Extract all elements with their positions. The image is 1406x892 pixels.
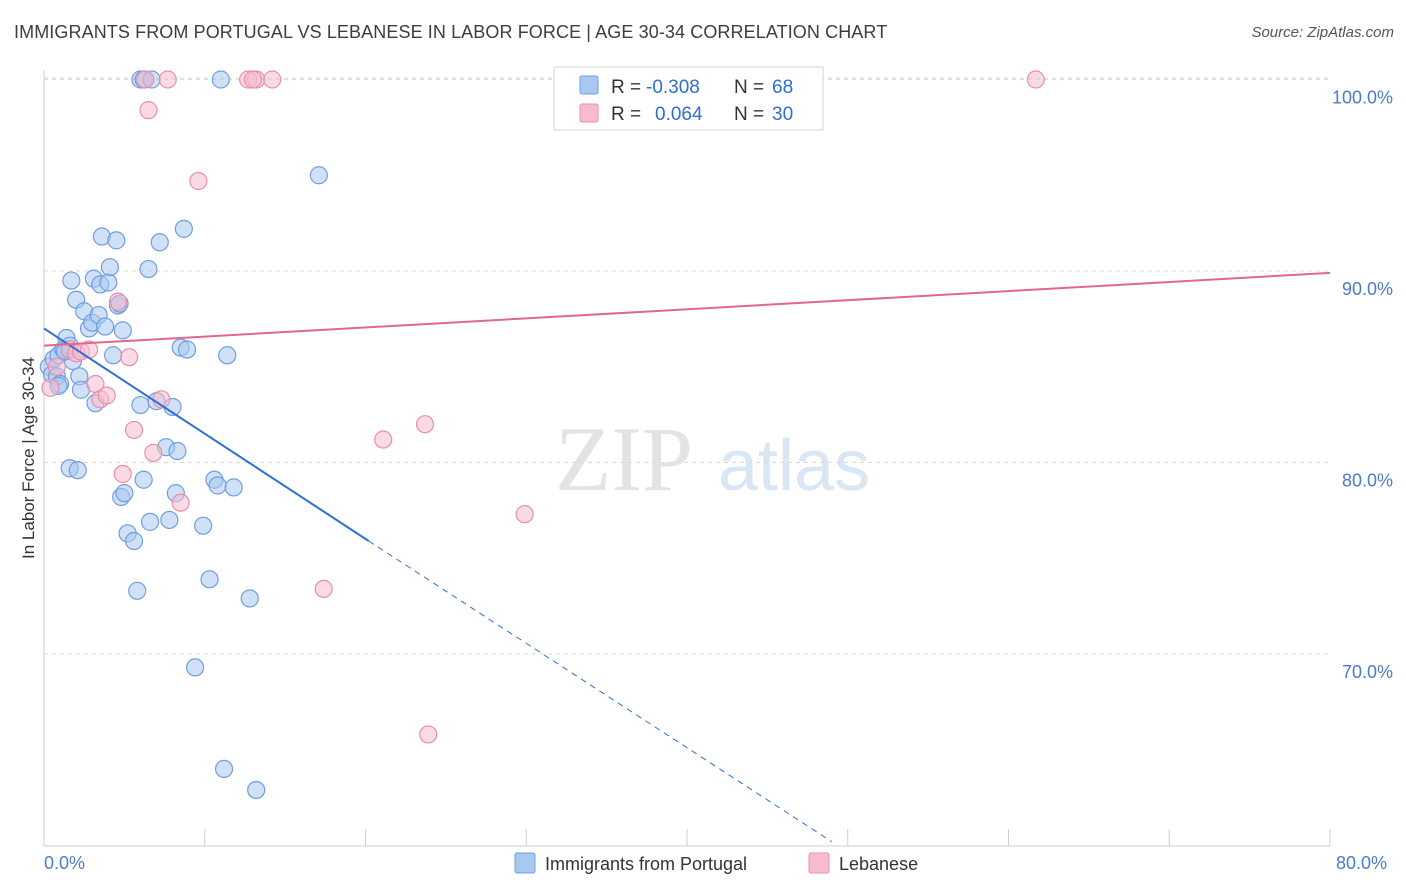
portugal-point-47 [177, 340, 197, 359]
lebanese-point-23 [374, 430, 393, 449]
portugal-point-39 [150, 233, 169, 252]
series-legend: Immigrants from Portugal Lebanese [514, 852, 918, 874]
portugal-point-48 [186, 658, 205, 677]
series-legend-label-portugal: Immigrants from Portugal [545, 854, 747, 874]
x-tick-label-min: 0.0% [44, 853, 85, 873]
stats-legend-n-label-portugal: N = [734, 77, 764, 98]
y-tick-label-80: 80.0% [1342, 471, 1393, 491]
source-credit: Source: ZipAtlas.com [1251, 24, 1394, 41]
portugal-point-55 [224, 478, 243, 497]
lebanese-point-21 [263, 70, 282, 89]
portugal-point-9 [62, 271, 81, 290]
portugal-point-53 [214, 759, 234, 779]
stats-legend-n-label-lebanese: N = [734, 104, 764, 125]
lebanese-point-18 [189, 171, 208, 191]
lebanese-point-11 [120, 348, 139, 367]
portugal-point-41 [160, 510, 179, 530]
portugal-point-50 [200, 570, 219, 589]
portugal-point-52 [208, 476, 227, 495]
portugal-point-60 [68, 461, 87, 480]
portugal-point-35 [134, 470, 153, 489]
y-axis-title: In Labor Force | Age 30-34 [19, 357, 38, 559]
series-legend-swatch-lebanese [808, 852, 830, 874]
watermark-zip: ZIP [555, 408, 693, 510]
portugal-point-25 [104, 346, 123, 365]
lebanese-point-9 [108, 292, 128, 311]
lebanese-point-1 [47, 357, 66, 376]
lebanese-point-12 [124, 420, 144, 440]
lebanese-point-10 [113, 464, 132, 484]
portugal-point-56 [240, 589, 259, 608]
trend-line-lebanese [43, 271, 1331, 347]
portugal-point-29 [113, 321, 132, 340]
lebanese-point-8 [97, 386, 116, 405]
stats-legend-r-label-lebanese: R = [611, 104, 641, 125]
series-legend-label-lebanese: Lebanese [839, 854, 918, 874]
portugal-point-23 [99, 273, 118, 292]
lebanese-point-24 [415, 415, 435, 434]
portugal-point-44 [168, 441, 187, 461]
portugal-point-26 [107, 231, 126, 250]
lebanese-point-16 [158, 70, 177, 89]
stats-legend-swatch-portugal [579, 75, 599, 95]
trend-line-portugal [43, 327, 370, 542]
stats-legend-frame [553, 66, 824, 131]
stats-legend-r-value-portugal: -0.308 [646, 77, 700, 98]
lebanese-point-28 [136, 70, 155, 89]
stats-legend-n-value-portugal: 68 [772, 77, 793, 98]
portugal-point-33 [128, 581, 147, 600]
watermark-atlas: atlas [718, 426, 870, 506]
lebanese-point-26 [515, 505, 534, 524]
lebanese-point-27 [1026, 70, 1045, 89]
portugal-point-32 [124, 531, 144, 551]
portugal-point-66 [211, 70, 230, 89]
y-tick-label-70: 70.0% [1342, 662, 1393, 682]
series-legend-swatch-portugal [514, 852, 536, 874]
gridlines [44, 77, 1330, 655]
lebanese-point-25 [419, 725, 438, 744]
chart-title: IMMIGRANTS FROM PORTUGAL VS LEBANESE IN … [14, 22, 888, 42]
portugal-point-36 [139, 259, 158, 279]
portugal-point-22 [95, 317, 115, 336]
portugal-point-49 [194, 516, 213, 535]
lebanese-point-29 [243, 70, 263, 89]
lebanese-point-14 [144, 443, 163, 463]
x-axis-ticks [204, 829, 1331, 846]
portugal-point-37 [140, 512, 160, 531]
lebanese-point-13 [139, 101, 158, 120]
stats-legend-swatch-lebanese [579, 103, 599, 123]
stats-legend: R = -0.308 N = 68 R = 0.064 N = 30 [553, 66, 824, 131]
stats-legend-r-value-lebanese: 0.064 [655, 104, 703, 125]
x-tick-label-max: 80.0% [1336, 853, 1387, 873]
y-tick-label-100: 100.0% [1332, 88, 1393, 108]
series-portugal-points [39, 70, 328, 800]
portugal-point-58 [309, 166, 328, 185]
trend-lines [43, 271, 1331, 843]
portugal-point-54 [218, 346, 237, 365]
y-axis-tick-labels: 70.0% 80.0% 90.0% 100.0% [1332, 88, 1393, 683]
stats-legend-n-value-lebanese: 30 [772, 104, 793, 125]
trend-line-portugal-extrapolated [368, 540, 832, 843]
portugal-point-34 [131, 395, 150, 415]
portugal-point-46 [174, 219, 193, 238]
stats-legend-r-label-portugal: R = [611, 77, 641, 98]
y-tick-label-90: 90.0% [1342, 279, 1393, 299]
lebanese-point-22 [314, 579, 333, 598]
portugal-point-30 [115, 484, 134, 503]
lebanese-point-17 [171, 493, 190, 512]
portugal-point-24 [100, 258, 120, 277]
portugal-point-57 [247, 780, 266, 800]
lebanese-point-0 [41, 378, 60, 397]
series-lebanese-points [41, 70, 1045, 744]
